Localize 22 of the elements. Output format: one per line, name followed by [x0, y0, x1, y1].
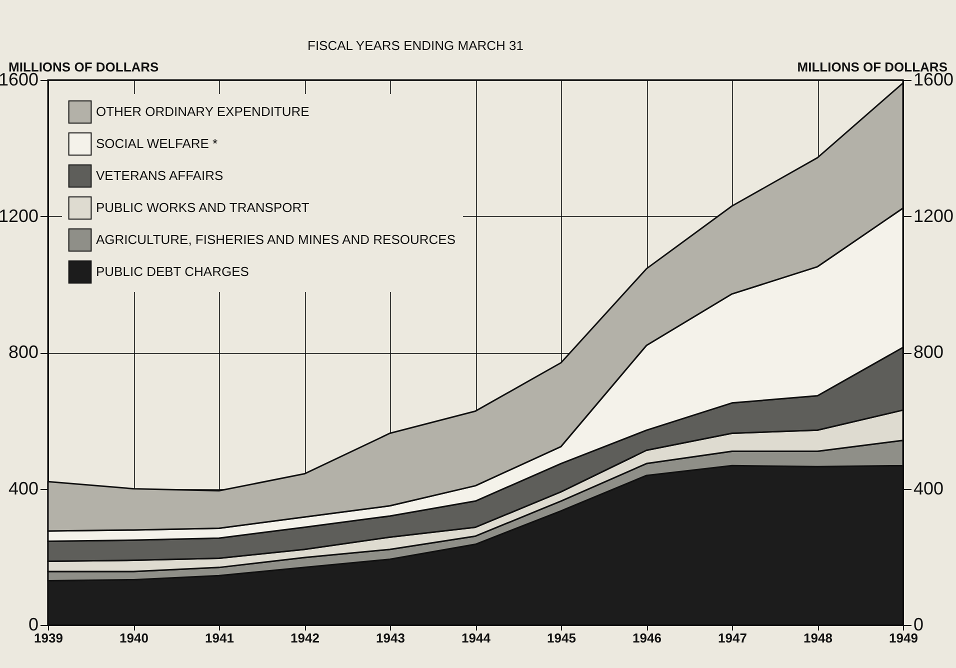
x-tick-label: 1946 [632, 630, 662, 646]
legend-label: PUBLIC DEBT CHARGES [96, 264, 250, 279]
x-tick-label: 1943 [376, 630, 405, 646]
y2-tick-label: 1200 [914, 206, 954, 226]
legend-label: PUBLIC WORKS AND TRANSPORT [96, 200, 310, 215]
legend-label: SOCIAL WELFARE * [96, 136, 218, 151]
x-tick-label: 1941 [205, 630, 234, 646]
x-tick-label: 1947 [718, 630, 747, 646]
y2-tick-label: 800 [914, 342, 944, 362]
x-tick-label: 1942 [290, 630, 320, 646]
legend-label: AGRICULTURE, FISHERIES AND MINES AND RESOURCES [96, 232, 456, 247]
x-tick-label: 1948 [804, 630, 832, 646]
x-tick-label: 1944 [462, 630, 492, 646]
y2-tick-label: 400 [914, 478, 944, 498]
legend-label: OTHER ORDINARY EXPENDITURE [96, 104, 310, 119]
y-tick-label: 1200 [0, 206, 38, 226]
x-tick-label: 1945 [547, 630, 576, 646]
x-tick-label: 1940 [120, 630, 148, 646]
chart-title: FISCAL YEARS ENDING MARCH 31 [308, 38, 524, 53]
y-tick-label: 400 [8, 478, 38, 498]
legend-label: VETERANS AFFAIRS [96, 168, 224, 183]
y-tick-label: 800 [8, 342, 38, 362]
